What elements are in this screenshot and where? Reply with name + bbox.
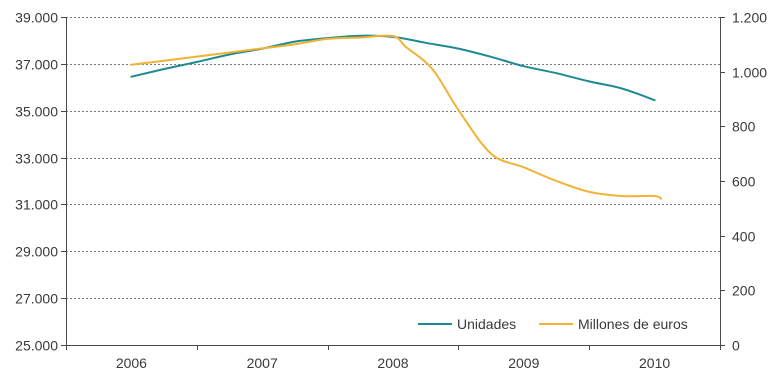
left-tick-label: 39.000 [15,10,58,26]
left-tick-label: 25.000 [15,338,58,354]
right-tick-label: 1.000 [732,65,767,81]
right-tick-label: 0 [732,338,740,354]
right-tick-label: 200 [732,283,756,299]
axes-layer: 25.000 27.000 29.000 31.000 33.000 35.000 37.0… [15,10,767,372]
legend-label-unidades: Unidades [457,316,516,332]
left-tick-label: 27.000 [15,291,58,307]
grid-layer [66,17,720,299]
left-tick-label: 35.000 [15,104,58,120]
x-tick-label: 2007 [247,355,278,371]
x-tick-label: 2008 [377,355,408,371]
series-line-unidades [130,34,656,102]
left-tick-label: 31.000 [15,197,58,213]
x-tick-label: 2010 [639,355,670,371]
series-line-millones-de-euros [130,34,663,200]
series-layer [130,34,663,200]
x-tick-label: 2006 [116,355,147,371]
right-tick-label: 600 [732,174,756,190]
legend-label-millones: Millones de euros [578,316,688,332]
right-tick-label: 800 [732,119,756,135]
right-tick-label: 400 [732,229,756,245]
left-tick-label: 29.000 [15,244,58,260]
left-tick-label: 37.000 [15,57,58,73]
legend: Unidades Millones de euros [418,316,688,332]
x-tick-label: 2009 [508,355,539,371]
left-tick-label: 33.000 [15,151,58,167]
right-tick-label: 1.200 [732,10,767,26]
